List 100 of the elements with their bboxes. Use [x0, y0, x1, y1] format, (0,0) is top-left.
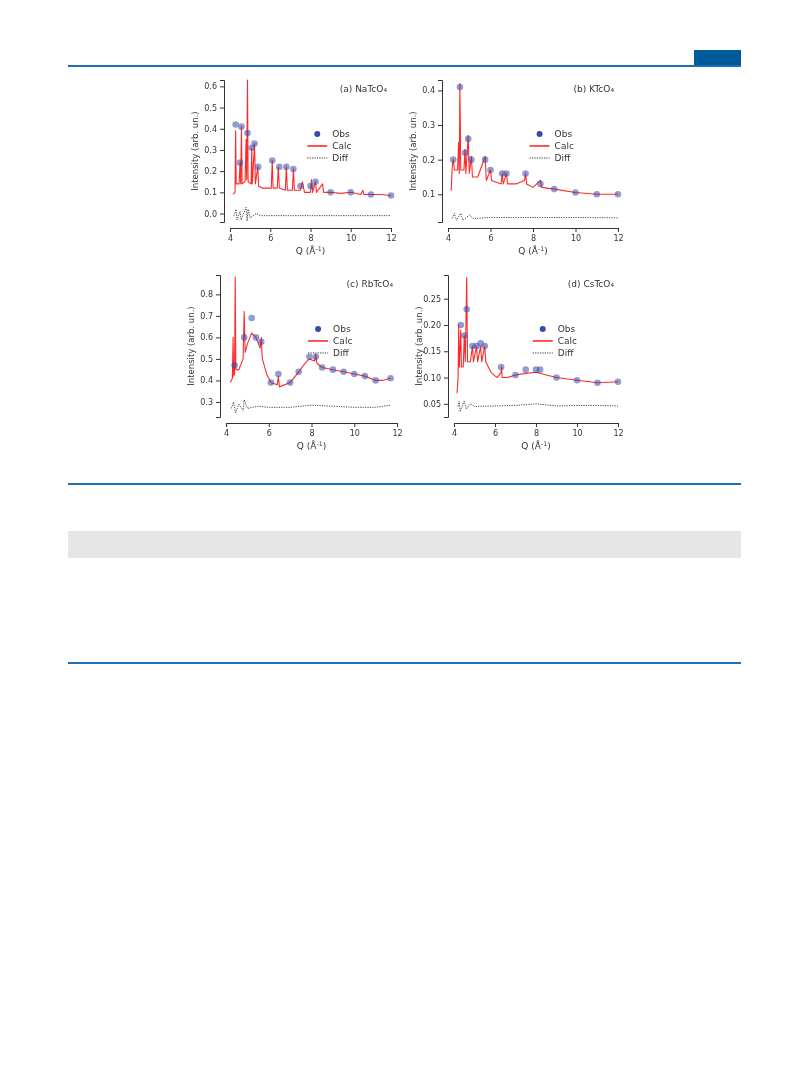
x-tick-label: 4 — [445, 233, 452, 243]
point — [456, 83, 464, 91]
legend-label: Calc — [332, 140, 352, 151]
line-series — [451, 212, 619, 221]
legend-label: Obs — [557, 323, 576, 334]
x-tick-label: 6 — [268, 233, 274, 243]
y-tick-label: 0.5 — [200, 354, 213, 364]
y-tick-label: 0.10 — [423, 373, 441, 383]
line-series — [229, 276, 392, 388]
point — [286, 379, 294, 386]
point — [536, 366, 544, 373]
point — [340, 368, 347, 376]
y-axis-title: Intensity (arb. un.) — [414, 306, 424, 386]
y-tick-label: 0.3 — [204, 146, 217, 155]
line-series — [230, 399, 392, 414]
point — [275, 370, 282, 378]
point — [312, 353, 320, 361]
y-tick-label: 0.1 — [204, 188, 217, 198]
x-tick-label: 10 — [346, 233, 357, 243]
point — [236, 159, 244, 166]
x-tick-label: 10 — [349, 428, 360, 438]
x-axis-title: Q (Å$^{-1}$) — [518, 244, 548, 256]
y-tick-label: 0.20 — [423, 321, 441, 331]
point — [350, 370, 358, 378]
legend-label: Diff — [333, 347, 350, 358]
point — [481, 342, 489, 350]
x-tick-label: 12 — [613, 233, 624, 243]
point — [244, 129, 251, 137]
point — [497, 363, 505, 371]
point — [283, 163, 290, 171]
legend-label: Calc — [333, 335, 353, 346]
point — [290, 165, 297, 173]
chart-title: (a) NaTcO₄ — [339, 84, 388, 94]
legend-label: Calc — [554, 140, 574, 151]
y-tick-label: 0.1 — [422, 190, 435, 200]
point — [312, 178, 319, 186]
point — [550, 185, 558, 193]
point — [594, 379, 601, 387]
y-tick-label: 0.0 — [204, 209, 217, 219]
line-series — [457, 400, 619, 413]
x-tick-label: 6 — [492, 428, 499, 438]
point — [553, 374, 560, 381]
point — [361, 372, 369, 380]
legend-label: Obs — [332, 128, 351, 139]
y-tick-label: 0.05 — [423, 399, 441, 409]
y-tick-label: 0.7 — [200, 311, 213, 321]
legend-label: Diff — [557, 347, 575, 358]
point — [276, 163, 283, 171]
point — [387, 374, 394, 382]
point — [487, 166, 494, 174]
y-tick-label: 0.5 — [204, 103, 217, 113]
x-axis-title: Q (Å$^{-1}$) — [296, 439, 327, 451]
point — [257, 338, 265, 345]
chart-title: (c) RbTcO₄ — [346, 279, 394, 289]
point — [254, 163, 262, 171]
point — [593, 190, 601, 198]
y-tick-label: 0.4 — [422, 86, 435, 96]
point — [473, 342, 480, 350]
point — [248, 314, 255, 322]
point — [231, 362, 238, 369]
point — [251, 140, 258, 147]
y-tick-label: 0.4 — [200, 376, 213, 386]
point — [327, 189, 334, 196]
point — [572, 189, 579, 196]
x-axis-title: Q (Å$^{-1}$) — [295, 244, 326, 256]
point — [464, 135, 472, 143]
point — [463, 305, 471, 313]
y-tick-label: 0.15 — [423, 347, 441, 357]
point — [318, 364, 326, 371]
point — [614, 190, 622, 198]
legend-label: Calc — [557, 335, 578, 346]
y-tick-label: 0.4 — [204, 124, 217, 134]
y-tick-label: 0.25 — [423, 294, 441, 304]
x-tick-label: 4 — [223, 428, 230, 438]
point — [573, 376, 581, 384]
point — [252, 334, 260, 341]
point — [307, 182, 314, 190]
point — [267, 379, 275, 386]
y-tick-label: 0.8 — [200, 290, 213, 300]
y-axis-title: Intensity (arb. un.) — [408, 111, 418, 191]
x-tick-label: 12 — [392, 428, 403, 438]
point — [297, 182, 304, 190]
point — [268, 157, 276, 164]
chart-title: (b) KTcO₄ — [573, 84, 615, 94]
y-axis-title: Intensity (arb. un.) — [190, 111, 200, 191]
point — [481, 156, 489, 163]
point — [522, 170, 529, 177]
x-tick-label: 8 — [309, 428, 315, 438]
y-axis-title: Intensity (arb. un.) — [186, 306, 196, 386]
point — [503, 170, 510, 177]
line-series — [233, 206, 392, 222]
x-tick-label: 4 — [227, 233, 234, 243]
x-axis-title: Q (Å$^{-1}$) — [521, 439, 551, 451]
point — [461, 149, 469, 157]
point — [295, 368, 302, 376]
point — [457, 321, 465, 329]
point — [306, 353, 313, 361]
point — [460, 332, 468, 339]
point — [614, 378, 622, 386]
legend-label: Obs — [554, 128, 573, 139]
